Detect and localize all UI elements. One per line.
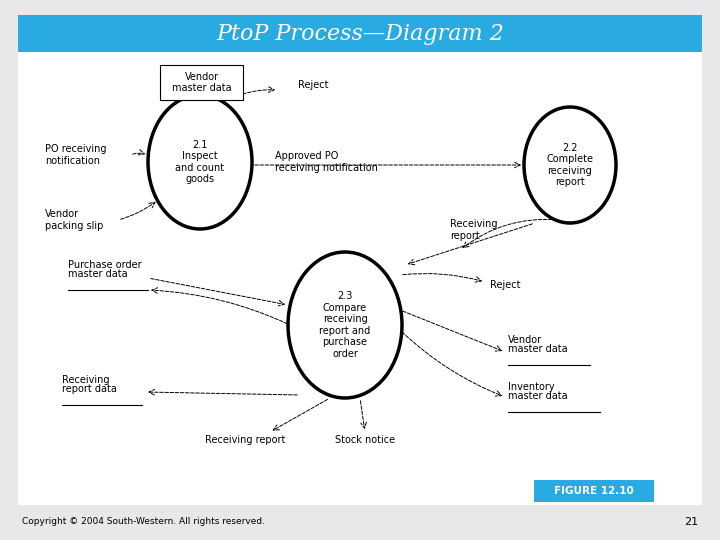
Text: Copyright © 2004 South-Western. All rights reserved.: Copyright © 2004 South-Western. All righ…: [22, 517, 265, 526]
Text: Reject: Reject: [298, 80, 328, 90]
Text: Vendor
packing slip: Vendor packing slip: [45, 209, 104, 231]
Bar: [534, 480, 654, 502]
Ellipse shape: [148, 95, 252, 229]
Bar: [18, 45, 702, 505]
Text: Vendor
master data: Vendor master data: [171, 72, 231, 93]
Text: report data: report data: [62, 384, 117, 394]
Text: Receiving
report: Receiving report: [450, 219, 498, 241]
Bar: [160, 65, 243, 100]
Bar: [18, 15, 702, 52]
Text: Inventory: Inventory: [508, 382, 554, 392]
Text: 2.1
Inspect
and count
goods: 2.1 Inspect and count goods: [176, 140, 225, 184]
Text: PO receiving
notification: PO receiving notification: [45, 144, 107, 166]
Text: Vendor: Vendor: [508, 335, 542, 345]
Text: Approved PO
receiving notification: Approved PO receiving notification: [275, 151, 378, 173]
Text: Receiving report: Receiving report: [204, 435, 285, 445]
Text: Receiving: Receiving: [62, 375, 109, 385]
Text: Purchase order: Purchase order: [68, 260, 142, 270]
Text: 21: 21: [684, 517, 698, 527]
Ellipse shape: [524, 107, 616, 223]
Text: 2.2
Complete
receiving
report: 2.2 Complete receiving report: [546, 143, 593, 187]
Text: master data: master data: [508, 344, 567, 354]
Text: 2.3
Compare
receiving
report and
purchase
order: 2.3 Compare receiving report and purchas…: [320, 291, 371, 359]
Text: PtoP Process—Diagram 2: PtoP Process—Diagram 2: [216, 23, 504, 45]
Text: FIGURE 12.10: FIGURE 12.10: [554, 486, 634, 496]
Ellipse shape: [288, 252, 402, 398]
Text: Reject: Reject: [490, 280, 521, 290]
Text: Stock notice: Stock notice: [335, 435, 395, 445]
Text: master data: master data: [68, 269, 127, 279]
Text: master data: master data: [508, 391, 567, 401]
